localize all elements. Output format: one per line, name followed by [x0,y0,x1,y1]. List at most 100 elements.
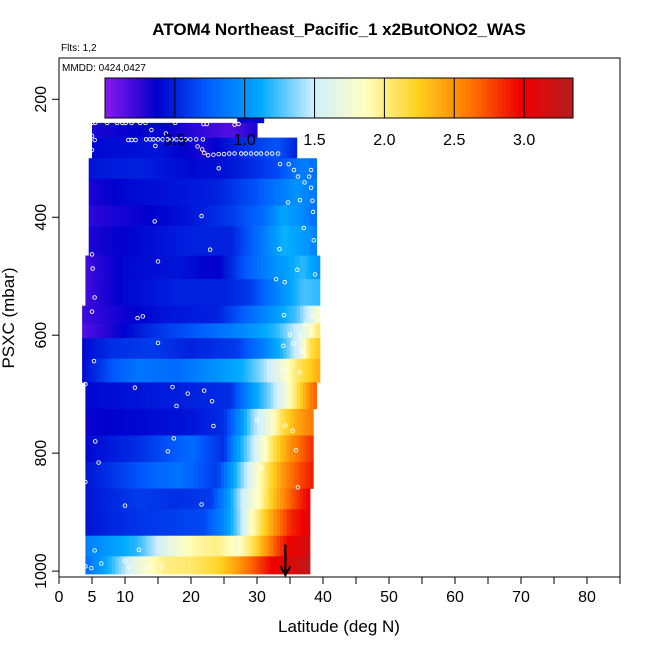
heatmap-cell [257,178,261,206]
heatmap-cell [210,137,215,159]
heatmap-cell [217,382,222,410]
sample-point [83,479,88,485]
heatmap-cell [303,178,308,206]
heatmap-cell [92,178,96,206]
sample-point [155,137,161,142]
heatmap-cell [177,122,182,138]
heatmap-cell [121,255,126,280]
heatmap-cell [270,435,275,463]
heatmap-cell [273,255,278,280]
heatmap-cell [191,461,195,489]
heatmap-cell [280,338,284,360]
heatmap-cell [191,488,195,510]
heatmap-cell [243,323,248,339]
heatmap-cell [171,122,176,138]
heatmap-cell [286,382,291,410]
heatmap-cell [280,279,284,306]
heatmap-cell [230,323,235,339]
heatmap-cell [204,279,209,306]
heatmap-cell [101,255,106,280]
heatmap-cell [243,338,248,360]
heatmap-cell [214,556,218,575]
heatmap-cell [299,178,304,206]
heatmap-cell [115,205,119,227]
heatmap-cell [184,279,189,306]
heatmap-cell [243,382,248,410]
sample-point [174,403,179,409]
heatmap-cell [164,226,169,256]
heatmap-cell [115,255,119,280]
heatmap-cell [85,358,90,383]
heatmap-cell [286,323,291,339]
heatmap-cell [164,323,169,339]
heatmap-cell [158,535,162,557]
colorbar-swatch [477,78,480,118]
heatmap-cell [290,226,294,256]
heatmap-cell [131,226,136,256]
heatmap-cell [108,509,113,537]
heatmap-cell [151,305,156,324]
colorbar-swatch [161,78,164,118]
colorbar-swatch [133,78,136,118]
heatmap-cell [276,488,281,510]
heatmap-cell [210,535,215,557]
heatmap-cell [207,305,212,324]
colorbar-swatch [149,78,152,118]
heatmap-cell [230,305,235,324]
heatmap-cell [88,382,93,410]
sample-point [282,279,287,285]
heatmap-cell [293,255,298,280]
sample-point [163,131,169,136]
heatmap-cell [276,358,281,383]
heatmap-cell [313,255,317,280]
sample-point [104,120,110,126]
heatmap-cell [306,435,311,463]
sample-point [114,120,120,126]
heatmap-cell [309,279,314,306]
heatmap-cell [138,338,143,360]
heatmap-cell [224,509,228,537]
heatmap-cell [125,279,129,306]
heatmap-cell [194,461,199,489]
heatmap-cell [88,488,93,510]
heatmap-cell [296,305,301,324]
heatmap-cell [313,323,317,339]
heatmap-cell [247,338,251,360]
heatmap-cell [184,382,189,410]
sample-point [283,423,288,428]
colorbar-swatch [465,78,468,118]
heatmap-cell [108,323,113,339]
colorbar-swatch [451,78,454,118]
heatmap-cell [177,255,182,280]
heatmap-cell [253,279,258,306]
heatmap-cell [299,408,304,436]
heatmap-cell [260,509,265,537]
heatmap-cell [276,323,281,339]
heatmap-cell [158,358,162,383]
colorbar-swatch [441,78,444,118]
heatmap-cell [220,488,225,510]
heatmap-cell [105,556,110,575]
heatmap-cell [105,137,110,159]
heatmap-cell [303,358,308,383]
heatmap-cell [144,488,149,510]
heatmap-cell [224,305,228,324]
heatmap-cell [144,382,149,410]
colorbar-swatch [503,78,506,118]
heatmap-cell [200,305,205,324]
heatmap-cell [177,338,182,360]
colorbar-swatch [283,78,286,118]
heatmap-cell [204,435,209,463]
heatmap-cell [299,255,304,280]
heatmap-cell [299,358,304,383]
heatmap-cell [243,509,248,537]
heatmap-cell [98,178,103,206]
heatmap-cell [121,509,126,537]
heatmap-cell [214,137,218,159]
heatmap-cell [233,509,238,537]
heatmap-cell [174,382,179,410]
heatmap-cell [95,122,100,138]
sample-point [201,388,207,393]
heatmap-cell [131,122,136,138]
heatmap-cell [247,435,251,463]
